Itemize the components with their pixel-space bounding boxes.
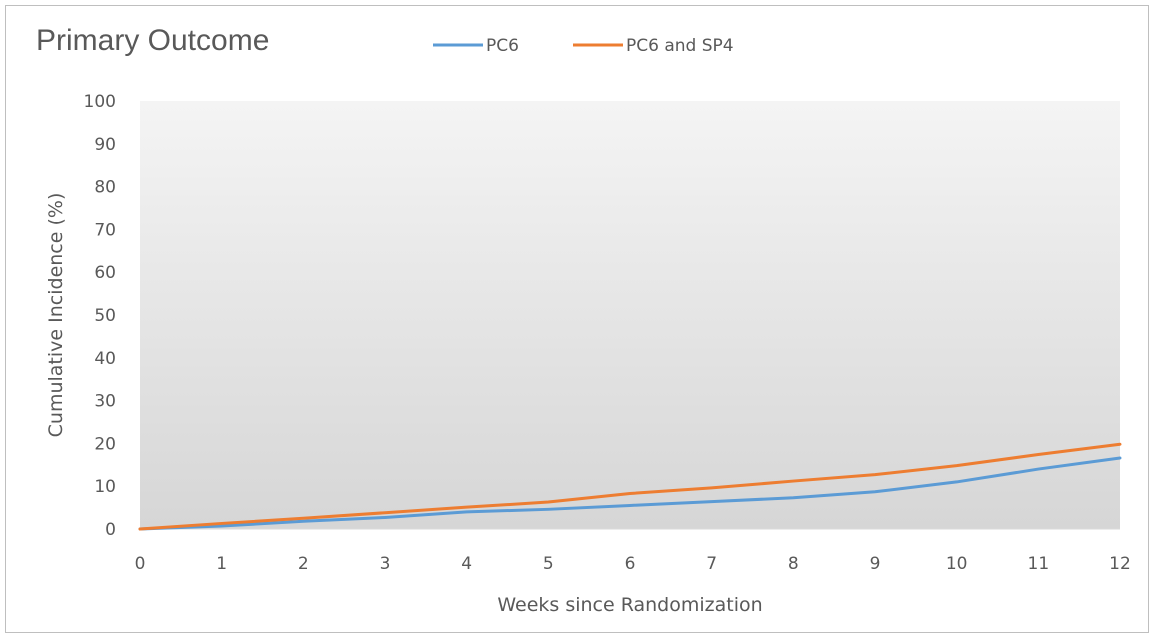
y-tick-label: 90 [94,135,116,155]
x-tick-label: 8 [788,554,799,574]
legend-label-1: PC6 [486,36,519,56]
y-tick-label: 50 [94,306,116,326]
x-tick-label: 10 [946,554,968,574]
y-tick-label: 30 [94,392,116,412]
y-tick-label: 0 [105,520,116,540]
y-tick-label: 20 [94,434,116,454]
legend-label-2: PC6 and SP4 [626,36,734,56]
x-tick-label: 12 [1109,554,1131,574]
x-axis-label: Weeks since Randomization [497,594,762,616]
y-tick-label: 100 [84,92,116,112]
x-tick-label: 3 [380,554,391,574]
y-axis-label: Cumulative Incidence (%) [45,193,67,438]
x-tick-label: 9 [870,554,881,574]
x-tick-label: 11 [1028,554,1050,574]
x-tick-label: 4 [461,554,472,574]
x-tick-label: 7 [706,554,717,574]
y-tick-label: 70 [94,220,116,240]
x-tick-label: 2 [298,554,309,574]
x-tick-label: 1 [216,554,227,574]
y-tick-label: 10 [94,477,116,497]
y-tick-label: 80 [94,178,116,198]
x-tick-label: 5 [543,554,554,574]
x-tick-label: 6 [625,554,636,574]
x-tick-label: 0 [135,554,146,574]
y-tick-label: 60 [94,263,116,283]
y-tick-label: 40 [94,349,116,369]
